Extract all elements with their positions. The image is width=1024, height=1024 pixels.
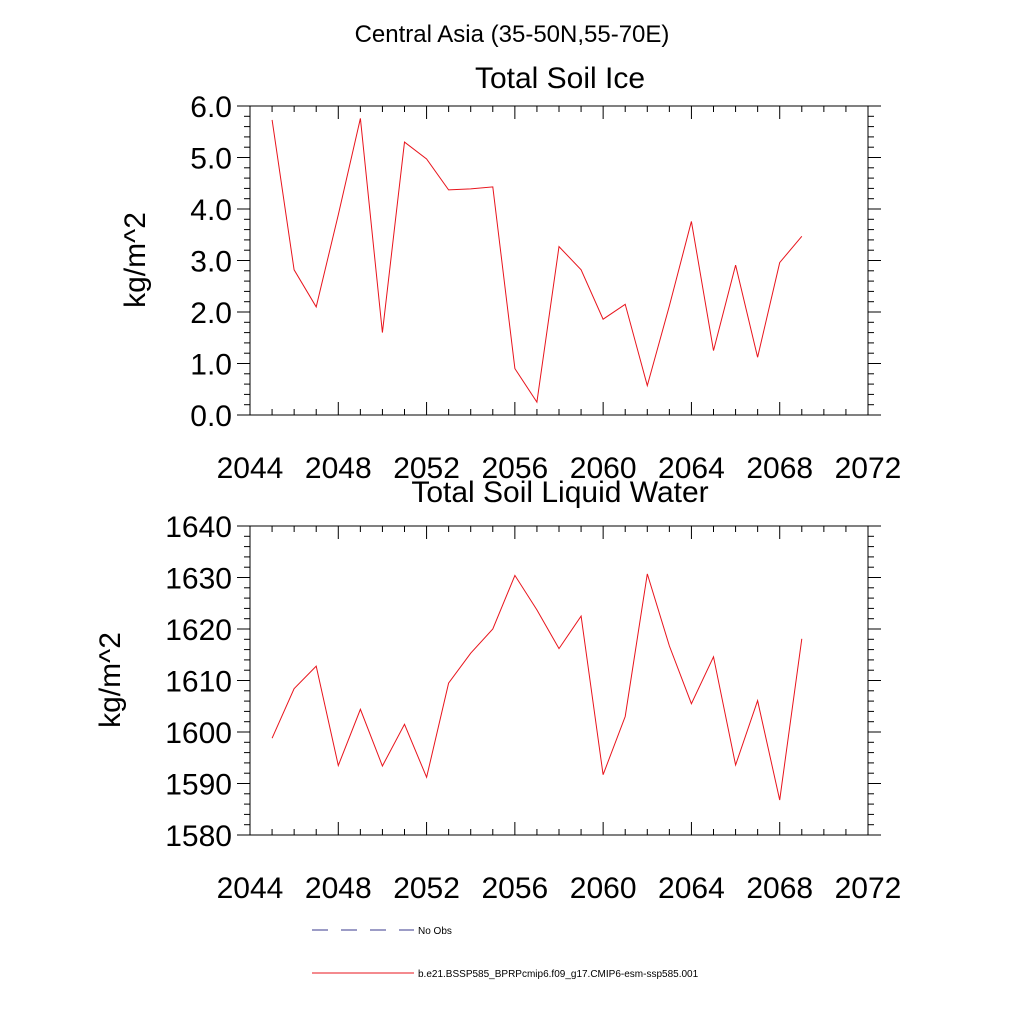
suptitle: Central Asia (35-50N,55-70E): [355, 21, 670, 48]
y-tick-label: 3.0: [190, 246, 232, 279]
y-axis-label: kg/m^2: [94, 632, 127, 728]
panel-title: Total Soil Ice: [475, 62, 645, 95]
x-tick-label: 2072: [835, 872, 902, 905]
y-tick-label: 6.0: [190, 91, 232, 124]
y-tick-label: 1590: [165, 769, 232, 802]
series-line: [271, 118, 803, 404]
y-tick-label: 1640: [165, 511, 232, 544]
y-tick-label: 1630: [165, 563, 232, 596]
y-tick-label: 1580: [165, 820, 232, 853]
soil-liquid-water-panel: Total Soil Liquid Water kg/m^2 2044 2048 2…: [94, 476, 901, 905]
series-line: [271, 573, 803, 801]
x-tick-label: 2064: [658, 452, 725, 485]
x-tick-label: 2068: [746, 872, 813, 905]
legend-obs-label: No Obs: [418, 926, 452, 937]
x-tick-label: 2048: [305, 872, 372, 905]
legend-model-label: b.e21.BSSP585_BPRPcmip6.f09_g17.CMIP6-es…: [418, 969, 699, 980]
plot-frame: [249, 105, 869, 416]
x-tick-label: 2064: [658, 872, 725, 905]
x-tick-label: 2072: [835, 452, 902, 485]
legend: No Obs b.e21.BSSP585_BPRPcmip6.f09_g17.C…: [312, 926, 699, 980]
x-tick-label: 2060: [570, 872, 637, 905]
y-tick-label: 1610: [165, 666, 232, 699]
soil-ice-panel: Total Soil Ice kg/m^2 2044 2048 2052 2056 20…: [119, 62, 901, 485]
x-tick-label: 2060: [570, 452, 637, 485]
y-tick-label: 1600: [165, 717, 232, 750]
y-tick-label: 1620: [165, 614, 232, 647]
x-tick-label: 2056: [481, 452, 548, 485]
panel-title: Total Soil Liquid Water: [411, 476, 708, 509]
x-tick-label: 2052: [393, 872, 460, 905]
plot-frame: [249, 525, 869, 836]
x-tick-label: 2052: [393, 452, 460, 485]
x-tick-label: 2068: [746, 452, 813, 485]
y-tick-label: 5.0: [190, 143, 232, 176]
y-tick-label: 4.0: [190, 194, 232, 227]
x-tick-label: 2044: [217, 452, 284, 485]
y-tick-label: 1.0: [190, 349, 232, 382]
x-tick-label: 2048: [305, 452, 372, 485]
y-axis-label: kg/m^2: [119, 212, 152, 308]
y-tick-label: 0.0: [190, 400, 232, 433]
x-tick-label: 2044: [217, 872, 284, 905]
x-tick-label: 2056: [481, 872, 548, 905]
y-tick-label: 2.0: [190, 297, 232, 330]
